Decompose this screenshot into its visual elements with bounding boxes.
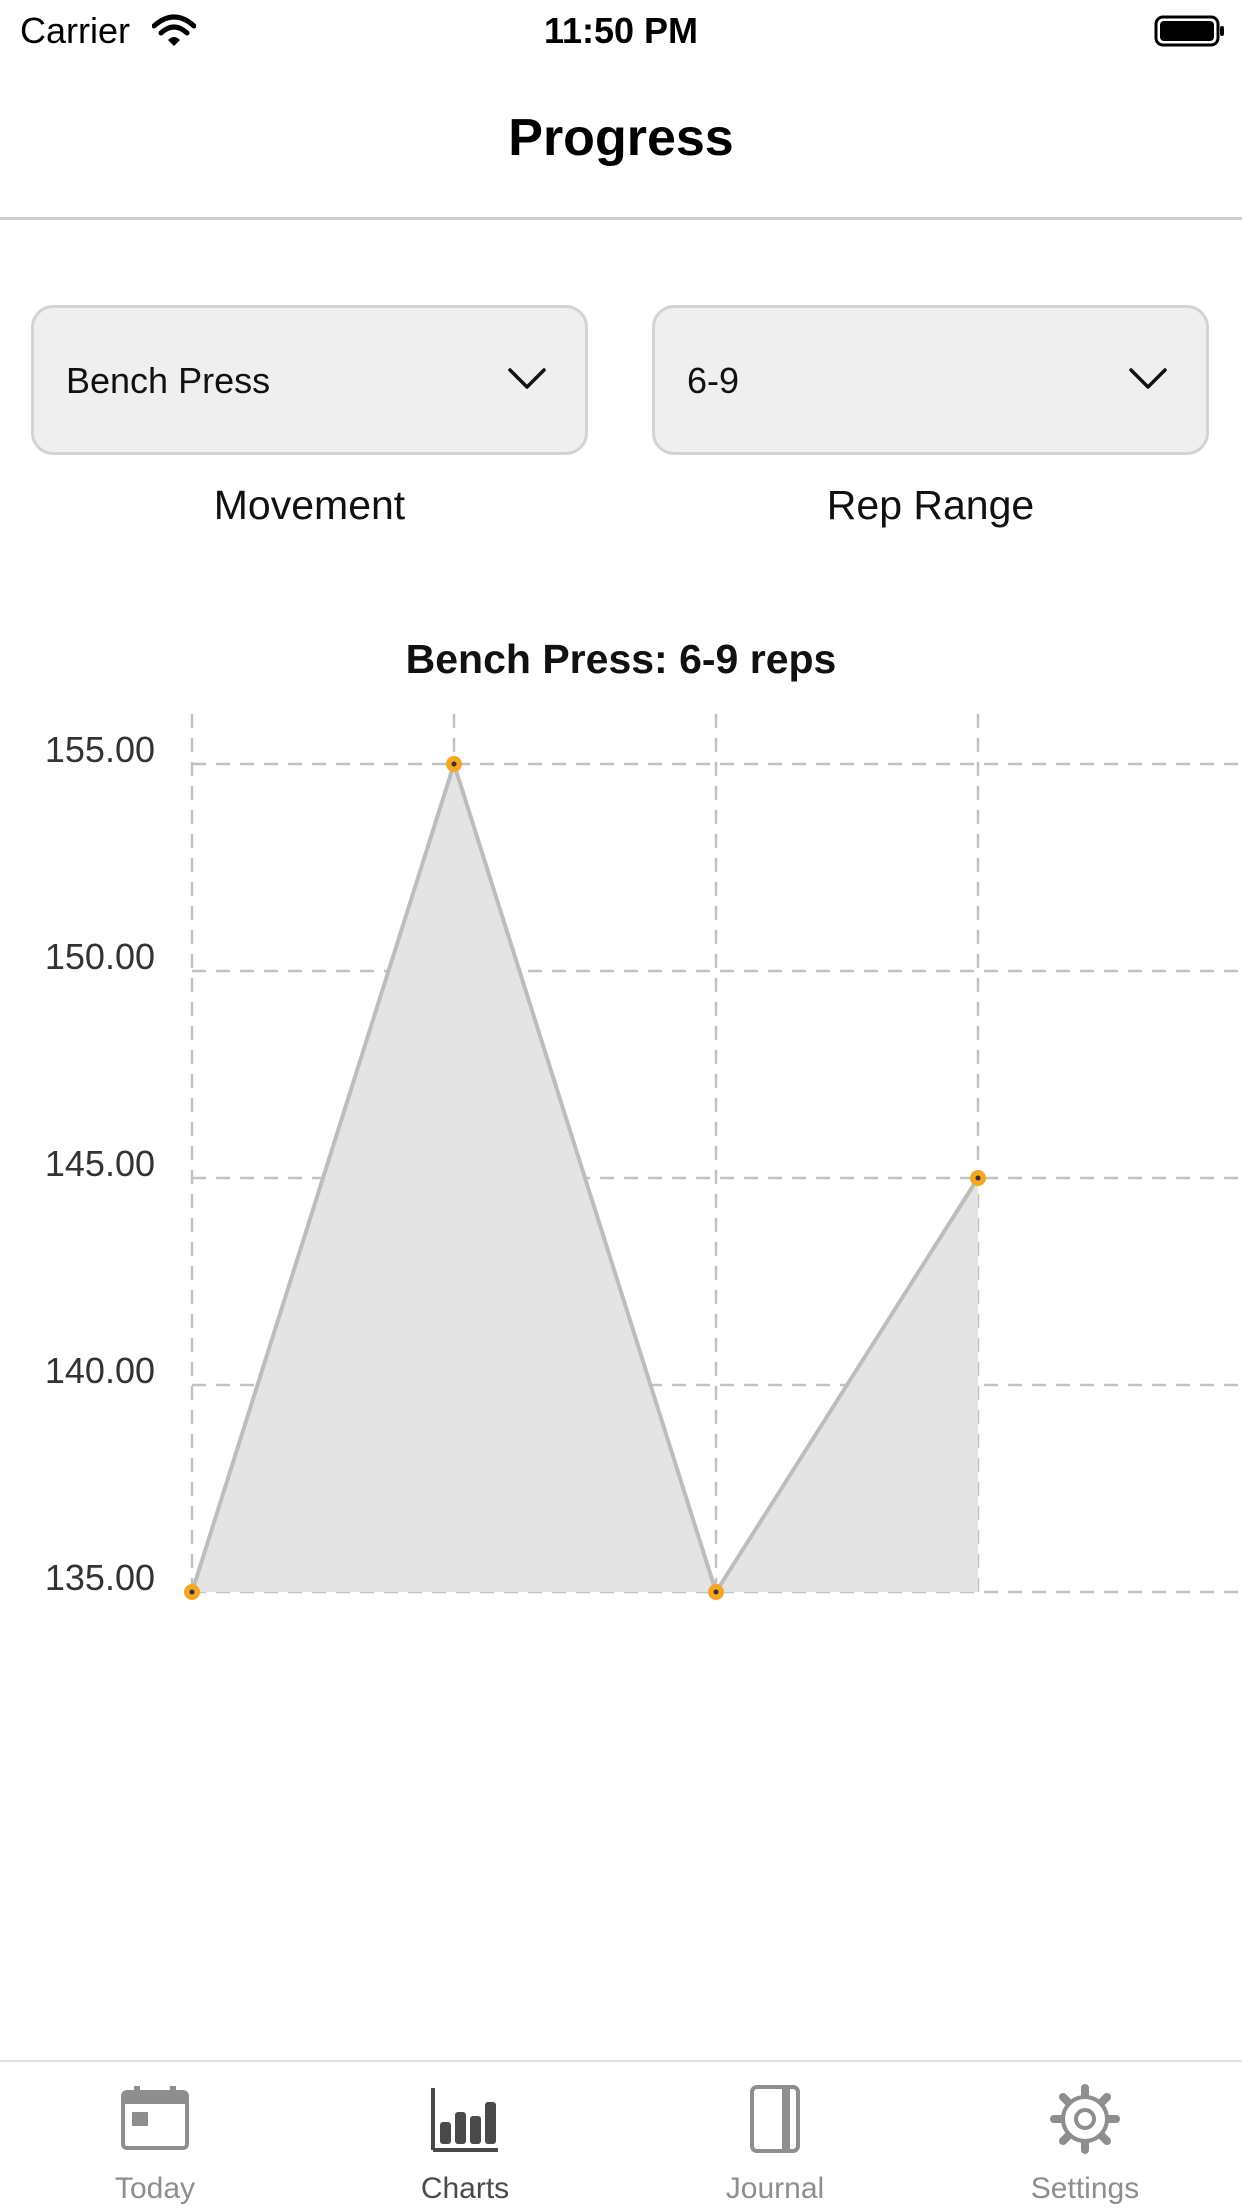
y-tick-label: 140.00	[45, 1350, 155, 1391]
data-point-center	[451, 761, 457, 767]
wifi-icon	[152, 14, 196, 46]
tab-charts[interactable]: Charts	[310, 2062, 620, 2208]
tab-charts-label: Charts	[420, 2172, 510, 2205]
rep-range-picker[interactable]: 6-9	[652, 305, 1209, 455]
movement-picker-value: Bench Press	[66, 360, 271, 401]
tab-settings[interactable]: Settings	[930, 2062, 1240, 2208]
data-point-center	[713, 1589, 719, 1595]
tab-today[interactable]: Today	[0, 2062, 310, 2208]
movement-picker[interactable]: Bench Press	[31, 305, 588, 455]
status-time: 11:50 PM	[543, 10, 699, 51]
page-title: Progress	[508, 109, 734, 167]
tab-journal-label: Journal	[725, 2172, 825, 2205]
gear-icon	[1050, 2084, 1120, 2154]
status-bar: Carrier 11:50 PM	[0, 0, 1242, 62]
chart-title: Bench Press: 6-9 reps	[405, 636, 837, 682]
y-tick-label: 135.00	[45, 1557, 155, 1598]
carrier-label: Carrier	[20, 10, 131, 51]
movement-caption: Movement	[213, 482, 406, 528]
chevron-down-icon	[508, 368, 546, 389]
data-point-center	[189, 1589, 195, 1595]
y-tick-label: 145.00	[45, 1143, 155, 1184]
navigation-bar: Progress	[0, 62, 1242, 220]
tab-today-label: Today	[114, 2172, 196, 2205]
y-tick-label: 155.00	[45, 729, 155, 770]
tab-bar: Today Charts Journal	[0, 2060, 1242, 2208]
progress-chart: 135.00 140.00 145.00 150.00 155.00	[45, 714, 1242, 1600]
rep-range-picker-value: 6-9	[687, 360, 740, 401]
bar-chart-icon	[431, 2088, 498, 2152]
series-line	[190, 762, 980, 1594]
tab-settings-label: Settings	[1030, 2172, 1140, 2205]
y-tick-label: 150.00	[45, 936, 155, 977]
battery-icon	[1154, 15, 1224, 47]
chevron-down-icon	[1129, 368, 1167, 389]
data-point-center	[975, 1175, 981, 1181]
tab-journal[interactable]: Journal	[620, 2062, 930, 2208]
rep-range-caption: Rep Range	[826, 482, 1035, 528]
journal-icon	[750, 2085, 800, 2153]
calendar-icon	[121, 2086, 189, 2150]
